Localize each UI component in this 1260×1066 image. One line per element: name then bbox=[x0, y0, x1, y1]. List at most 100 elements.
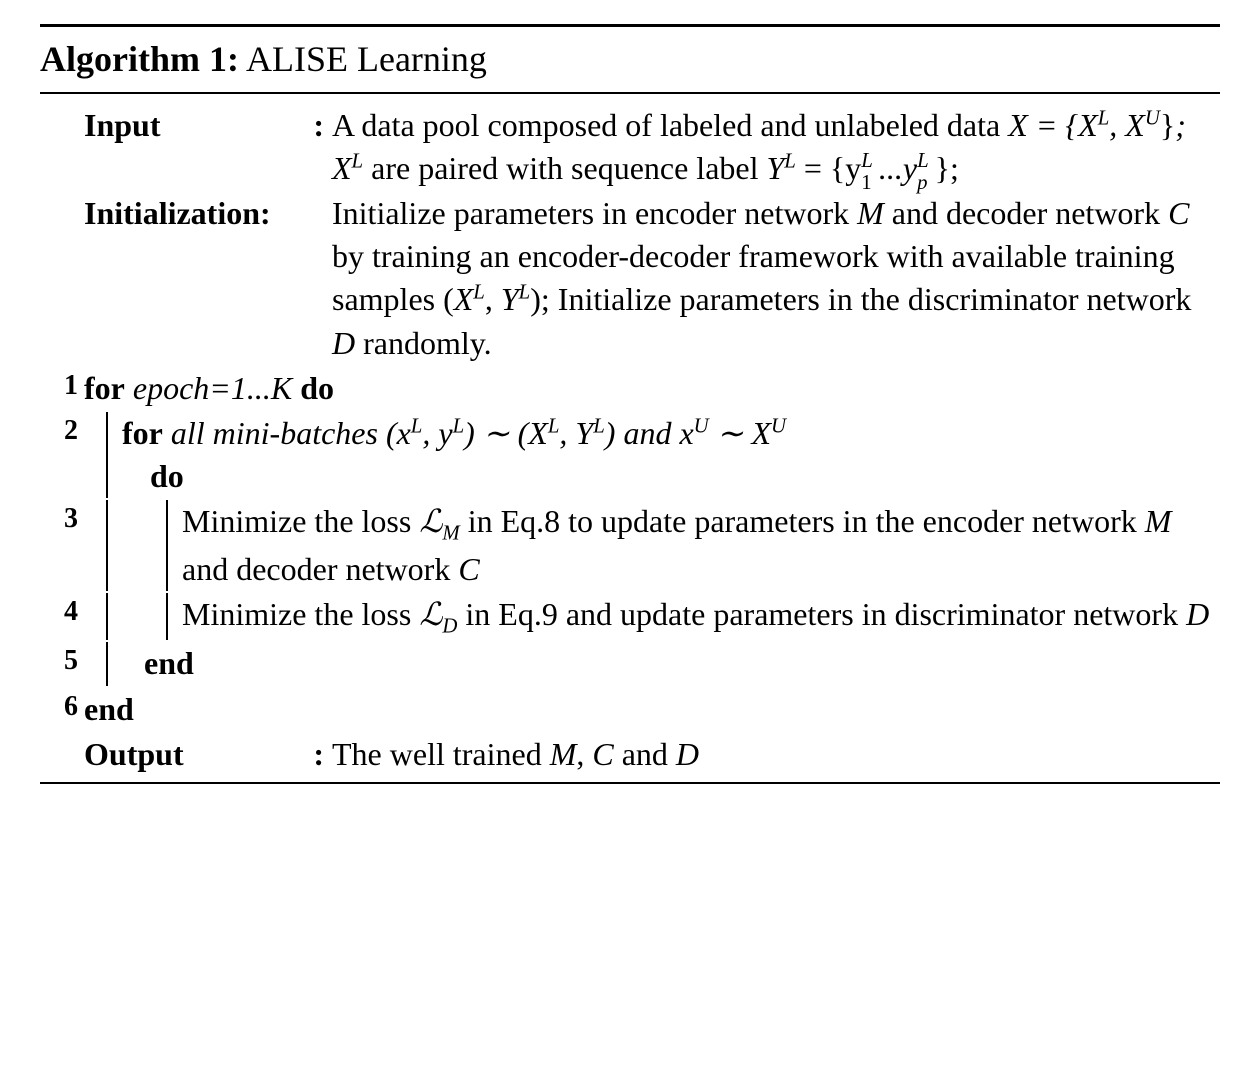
sp3 bbox=[122, 500, 144, 591]
end-inner: end bbox=[144, 645, 194, 681]
lineno-6: 6 bbox=[40, 688, 78, 731]
vbar-outer-2 bbox=[106, 412, 108, 498]
l3Ls: M bbox=[442, 522, 459, 545]
l3a: Minimize the loss bbox=[182, 503, 419, 539]
im1s1: L bbox=[1098, 106, 1110, 129]
input-label-cell: Input : bbox=[84, 104, 324, 190]
lineno-3: 3 bbox=[40, 500, 78, 591]
line-4: 4 Minimize the loss ℒD in Eq.9 and updat… bbox=[40, 593, 1220, 640]
l4L: ℒ bbox=[419, 596, 442, 632]
l3c: and decoder network bbox=[182, 551, 458, 587]
init-text: Initialize parameters in encoder network… bbox=[332, 192, 1220, 365]
it4: ); Initialize parameters in the discrimi… bbox=[530, 281, 1191, 317]
line-6: 6 end bbox=[40, 688, 1220, 731]
rule-top bbox=[40, 24, 1220, 27]
l3b: in Eq.8 to update parameters in the enco… bbox=[460, 503, 1145, 539]
im2a: Y bbox=[766, 150, 784, 186]
line-1: 1 for epoch=1...K do bbox=[40, 367, 1220, 410]
im1s2: U bbox=[1145, 106, 1160, 129]
end-outer: end bbox=[84, 691, 134, 727]
vbar-inner-3 bbox=[166, 500, 168, 591]
output-label-cell: Output : bbox=[84, 733, 324, 776]
for2-do: do bbox=[150, 458, 184, 494]
for1-do: do bbox=[300, 370, 334, 406]
input-block: Input : A data pool composed of labeled … bbox=[84, 104, 1220, 190]
l6-content: end bbox=[84, 688, 1220, 731]
itYLs: L bbox=[519, 281, 531, 304]
output-text: The well trained M, C and D bbox=[332, 733, 1220, 776]
im2as: L bbox=[784, 149, 796, 172]
rule-after-title bbox=[40, 92, 1220, 94]
f2as: L bbox=[411, 414, 423, 437]
im1a: X = {X bbox=[1008, 107, 1097, 143]
lineno-2: 2 bbox=[40, 412, 78, 498]
for1-kw: for bbox=[84, 370, 125, 406]
input-m2: YL = {yL1...yLp}; bbox=[766, 150, 958, 186]
lineno-1: 1 bbox=[40, 367, 78, 410]
sp4 bbox=[122, 593, 144, 640]
f2d: , Y bbox=[559, 415, 593, 451]
f2a: all mini-batches (x bbox=[163, 415, 411, 451]
l3C: C bbox=[458, 551, 479, 587]
sp5 bbox=[122, 642, 144, 685]
line-2: 2 for all mini-batches (xL, yL) ∼ (XL, Y… bbox=[40, 412, 1220, 498]
otC: C bbox=[592, 736, 613, 772]
it5: randomly. bbox=[355, 325, 492, 361]
output-label: Output bbox=[84, 736, 184, 772]
vbar-outer-3 bbox=[106, 500, 108, 591]
itcomma: , bbox=[485, 281, 501, 317]
f2cs: L bbox=[548, 414, 560, 437]
l4D: D bbox=[1186, 596, 1209, 632]
line-5: 5 end bbox=[40, 642, 1220, 685]
itXLs: L bbox=[473, 281, 485, 304]
init-block: Initialization: Initialize parameters in… bbox=[84, 192, 1220, 365]
l3-content: Minimize the loss ℒM in Eq.8 to update p… bbox=[182, 500, 1220, 591]
input-text: A data pool composed of labeled and unla… bbox=[332, 104, 1220, 190]
f2es: U bbox=[694, 414, 709, 437]
rule-bottom bbox=[40, 782, 1220, 784]
algorithm-title: Algorithm 1: ALISE Learning bbox=[40, 35, 1220, 84]
l4Ls: D bbox=[442, 614, 457, 637]
otM: M bbox=[550, 736, 577, 772]
ots1: , bbox=[576, 736, 592, 772]
itD: D bbox=[332, 325, 355, 361]
it2: and decoder network bbox=[884, 195, 1168, 231]
for2-kw: for bbox=[122, 415, 163, 451]
f2c: ) ∼ (X bbox=[464, 415, 548, 451]
im1c: X bbox=[332, 150, 352, 186]
for2-cond: all mini-batches (xL, yL) ∼ (XL, YL) and… bbox=[163, 415, 786, 451]
input-colon: : bbox=[313, 104, 324, 147]
it1: Initialize parameters in encoder network bbox=[332, 195, 857, 231]
input-label: Input bbox=[84, 107, 161, 143]
itM: M bbox=[857, 195, 884, 231]
im1b: , X bbox=[1109, 107, 1145, 143]
otD: D bbox=[676, 736, 699, 772]
f2b: , y bbox=[422, 415, 452, 451]
f2f: ∼ X bbox=[709, 415, 771, 451]
itC: C bbox=[1168, 195, 1189, 231]
itXLb: X bbox=[454, 281, 474, 317]
itYLb: Y bbox=[501, 281, 519, 317]
f2fs: U bbox=[771, 414, 786, 437]
im2csub: p bbox=[917, 169, 927, 197]
l5-content: end bbox=[144, 642, 1220, 685]
l2-content: for all mini-batches (xL, yL) ∼ (XL, YL)… bbox=[122, 412, 1220, 498]
vbar-inner-4 bbox=[166, 593, 168, 640]
output-colon: : bbox=[313, 733, 324, 776]
l1-content: for epoch=1...K do bbox=[84, 367, 1220, 410]
l4b: in Eq.9 and update parameters in discrim… bbox=[457, 596, 1186, 632]
ot1: The well trained bbox=[332, 736, 550, 772]
input-t1: A data pool composed of labeled and unla… bbox=[332, 107, 1008, 143]
l4-content: Minimize the loss ℒD in Eq.9 and update … bbox=[182, 593, 1220, 640]
l3M: M bbox=[1145, 503, 1172, 539]
vbar-outer-5 bbox=[106, 642, 108, 685]
input-t2: are paired with sequence label bbox=[363, 150, 766, 186]
algorithm-container: Algorithm 1: ALISE Learning Input : A da… bbox=[0, 0, 1260, 814]
im2bsub: 1 bbox=[861, 169, 871, 197]
itXL: XL bbox=[454, 281, 485, 317]
for1-cond: epoch=1...K bbox=[125, 370, 300, 406]
title-prefix: Algorithm 1: bbox=[40, 39, 239, 79]
vbar-outer-4 bbox=[106, 593, 108, 640]
lineno-4: 4 bbox=[40, 593, 78, 640]
line-3: 3 Minimize the loss ℒM in Eq.8 to update… bbox=[40, 500, 1220, 591]
